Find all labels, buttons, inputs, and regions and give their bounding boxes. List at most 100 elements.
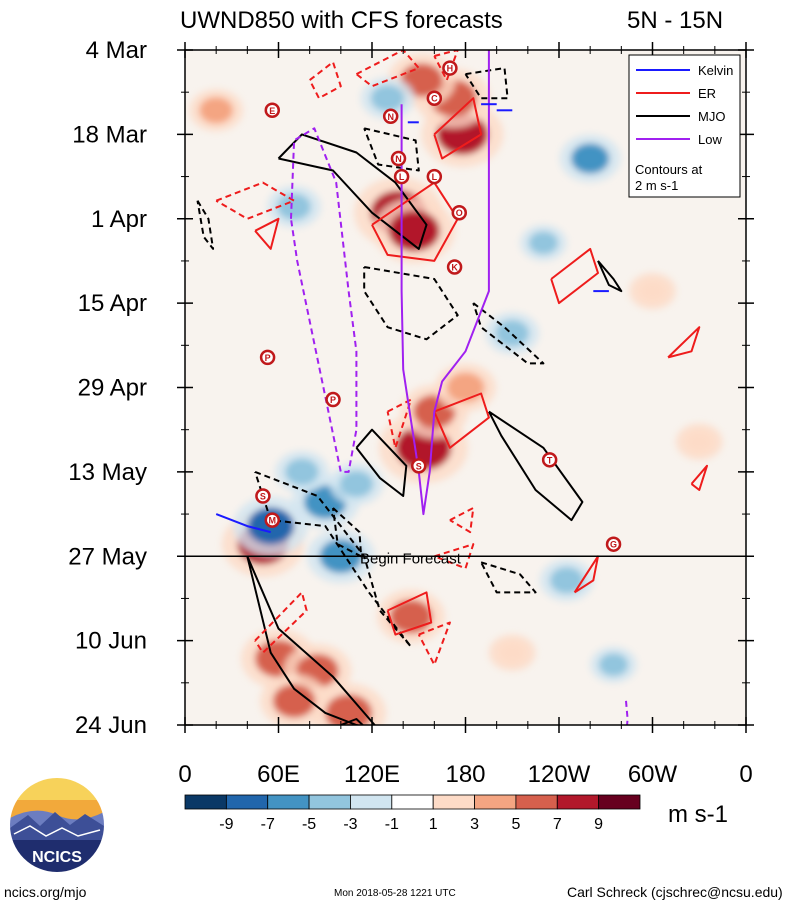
colorbar-label: 5 bbox=[511, 816, 520, 833]
anomaly-blob bbox=[339, 470, 374, 498]
tc-symbol: P bbox=[325, 391, 341, 408]
anomaly-blob bbox=[637, 279, 668, 303]
er-contour bbox=[254, 591, 308, 654]
y-tick-label: 27 May bbox=[68, 543, 147, 570]
legend-label-er: ER bbox=[698, 86, 716, 101]
tc-symbol: E bbox=[264, 102, 281, 119]
y-tick-label: 13 May bbox=[68, 459, 147, 486]
tc-letter: P bbox=[265, 353, 271, 363]
legend-label-mjo: MJO bbox=[698, 109, 725, 124]
tc-letter: L bbox=[432, 172, 438, 182]
tc-letter: T bbox=[547, 455, 553, 465]
tc-letter: E bbox=[269, 106, 275, 116]
mjo-contour bbox=[246, 555, 376, 725]
x-tick-label: 0 bbox=[739, 761, 752, 788]
mjo-contour bbox=[597, 260, 623, 293]
tc-circle bbox=[382, 108, 399, 125]
y-tick-label: 29 Apr bbox=[78, 375, 147, 402]
tc-circle bbox=[446, 259, 463, 275]
legend-box bbox=[628, 54, 741, 198]
x-tick-label: 180 bbox=[445, 761, 485, 788]
er-contour bbox=[667, 326, 701, 359]
tc-letter: M bbox=[269, 516, 277, 526]
mjo-contour bbox=[472, 302, 545, 365]
anomaly-blob bbox=[370, 85, 405, 112]
colorbar-swatch bbox=[474, 794, 517, 810]
legend: Kelvin ER MJO Low Contours at 2 m s-1 bbox=[628, 54, 741, 198]
colorbar-label: -7 bbox=[261, 816, 275, 833]
low-contour bbox=[290, 127, 358, 473]
er-contour bbox=[433, 97, 483, 160]
er-contour bbox=[355, 50, 420, 88]
legend-note-line2: 2 m s-1 bbox=[635, 178, 678, 193]
er-contour bbox=[449, 507, 475, 534]
tc-letter: P bbox=[330, 395, 336, 405]
tc-symbol: C bbox=[426, 90, 443, 106]
tc-circle bbox=[426, 168, 443, 185]
kelvin-contour bbox=[215, 513, 271, 534]
er-contour bbox=[386, 591, 433, 636]
x-tick-label: 120E bbox=[344, 761, 400, 788]
legend-label-kelvin: Kelvin bbox=[698, 63, 733, 78]
colorbar-swatch bbox=[556, 794, 600, 810]
legend-note-line1: Contours at bbox=[635, 162, 703, 177]
mjo-contour bbox=[363, 127, 420, 172]
tc-letter: S bbox=[416, 461, 422, 471]
tc-symbol: T bbox=[541, 452, 558, 468]
er-contour bbox=[254, 217, 280, 250]
colorbar: -9 -7 -5 -3 -1 1 3 5 7 9 bbox=[184, 794, 641, 833]
colorbar-swatch bbox=[225, 794, 269, 810]
mjo-contour bbox=[488, 410, 584, 522]
tc-circle bbox=[442, 60, 458, 76]
tc-circle bbox=[264, 102, 281, 119]
low-contour bbox=[400, 50, 490, 516]
logo-text: NCICS bbox=[32, 849, 82, 866]
x-tick-label: 0 bbox=[178, 761, 191, 788]
x-axis: 0 60E 120E 180 120W 60W 0 bbox=[178, 42, 753, 788]
colorbar-swatch bbox=[598, 794, 641, 810]
y-tick-label: 10 Jun bbox=[75, 628, 147, 655]
tc-circle bbox=[325, 391, 341, 408]
anomaly-blob bbox=[446, 372, 485, 403]
tc-letter: L bbox=[399, 172, 405, 182]
wave-contours bbox=[196, 50, 708, 725]
y-tick-label: 15 Apr bbox=[78, 290, 147, 317]
chart-title: UWND850 with CFS forecasts bbox=[180, 7, 503, 34]
anomaly-blob bbox=[285, 458, 319, 486]
colorbar-swatch bbox=[308, 794, 351, 810]
anomaly-blob bbox=[497, 641, 527, 665]
mjo-contour bbox=[355, 428, 408, 497]
legend-label-low: Low bbox=[698, 132, 722, 147]
anomaly-blob bbox=[598, 653, 629, 677]
footer-timestamp: Mon 2018-05-28 1221 UTC bbox=[334, 888, 456, 899]
tc-symbol: L bbox=[426, 168, 443, 185]
anomaly-blob bbox=[571, 143, 610, 174]
anomaly-blob bbox=[277, 193, 311, 220]
mjo-contour bbox=[340, 718, 365, 725]
anomaly-blob bbox=[199, 97, 233, 124]
anomaly-blob bbox=[684, 430, 714, 454]
tc-symbol: S bbox=[255, 488, 271, 504]
colorbar-swatch bbox=[350, 794, 393, 810]
colorbar-swatch bbox=[391, 794, 434, 810]
tc-symbol: P bbox=[259, 349, 276, 366]
tc-letter: N bbox=[395, 154, 402, 164]
tc-symbol: O bbox=[451, 204, 468, 221]
footer-url[interactable]: ncics.org/mjo bbox=[4, 884, 87, 900]
x-tick-label: 120W bbox=[528, 761, 591, 788]
tc-symbol: M bbox=[264, 512, 281, 528]
tc-symbol: N bbox=[382, 108, 399, 125]
y-axis: 4 Mar 18 Mar 1 Apr 15 Apr 29 Apr 13 May 27 May… bbox=[68, 37, 754, 739]
mjo-contour bbox=[480, 561, 537, 594]
tc-circle bbox=[411, 458, 427, 474]
tc-symbol: K bbox=[446, 259, 463, 275]
anomaly-blob bbox=[495, 320, 530, 347]
tc-circle bbox=[264, 512, 281, 528]
er-contour bbox=[433, 392, 490, 449]
chart-subtitle: 5N - 15N bbox=[627, 7, 723, 34]
tc-circle bbox=[255, 488, 271, 504]
y-tick-label: 24 Jun bbox=[75, 712, 147, 739]
anomaly-blob bbox=[272, 684, 316, 718]
tc-circle bbox=[390, 150, 407, 167]
